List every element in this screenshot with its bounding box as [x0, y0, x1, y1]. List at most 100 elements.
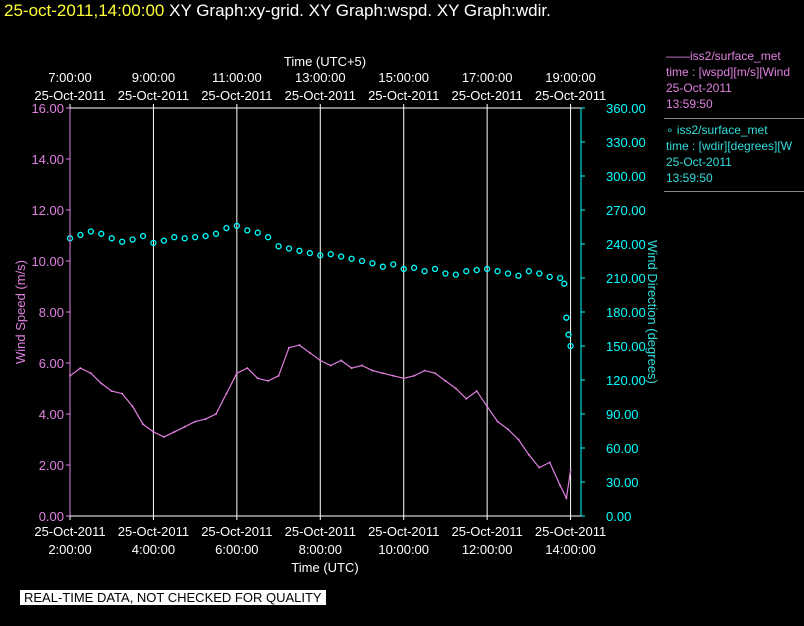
wspd-point [162, 435, 165, 438]
wspd-point [340, 359, 343, 362]
wspd-point [194, 420, 197, 423]
x-tick-label-top-time: 7:00:00 [48, 70, 91, 85]
x-tick-label-bottom-time: 10:00:00 [378, 542, 429, 557]
wdir-point [452, 271, 460, 278]
wdir-point [212, 230, 220, 237]
x-tick-label-bottom-time: 6:00:00 [215, 542, 258, 557]
wdir-point [494, 268, 501, 275]
wdir-point [561, 280, 568, 287]
wspd-point [142, 423, 144, 426]
wspd-point [454, 387, 457, 390]
wspd-point [381, 372, 384, 375]
wdir-point [181, 235, 188, 242]
wspd-point [173, 430, 176, 433]
wdir-point [390, 261, 397, 268]
x-tick-label-bottom-date: 25-Oct-2011 [285, 524, 356, 539]
x-tick-label-top-date: 25-Oct-2011 [201, 88, 272, 103]
y-tick-label-right: 240.00 [606, 237, 646, 252]
wdir-point [442, 270, 449, 277]
y-tick-label-left: 4.00 [39, 407, 64, 422]
x-tick-label-top-date: 25-Oct-2011 [368, 88, 439, 103]
y-tick-label-right: 0.00 [606, 509, 631, 524]
x-tick-label-bottom-date: 25-Oct-2011 [368, 524, 439, 539]
wdir-point [358, 257, 366, 265]
wspd-point [565, 497, 568, 500]
wspd-point [413, 374, 416, 377]
wdir-point [563, 314, 570, 321]
x-tick-label-bottom-time: 8:00:00 [299, 542, 342, 557]
x-tick-label-top-date: 25-Oct-2011 [285, 88, 356, 103]
wdir-point [275, 243, 282, 250]
wdir-point [546, 273, 553, 281]
wdir-point [483, 265, 491, 273]
wspd-point [298, 344, 301, 347]
y-tick-label-left: 14.00 [31, 152, 64, 167]
wspd-point [215, 413, 217, 415]
x-tick-label-top-date: 25-Oct-2011 [451, 88, 522, 103]
wspd-point [496, 420, 499, 423]
wdir-point [525, 268, 533, 275]
wspd-point [475, 390, 478, 393]
wspd-point [434, 372, 436, 375]
y-tick-label-right: 180.00 [606, 305, 646, 320]
wdir-point [421, 268, 428, 275]
wdir-point [369, 260, 376, 267]
axis-layer: 0.00 2.00 4.00 6.00 8.00 10.00 12.00 14.00 16.00… [31, 70, 645, 557]
wdir-point [379, 263, 387, 270]
wdir-point [191, 234, 199, 241]
wspd-point [527, 453, 530, 456]
wspd-point [548, 461, 551, 464]
wspd-point [350, 367, 353, 370]
wspd-point [256, 377, 259, 380]
x-tick-label-top-time: 11:00:00 [212, 70, 262, 85]
x-tick-label-bottom-date: 25-Oct-2011 [451, 524, 522, 539]
x-tick-label-top-date: 25-Oct-2011 [118, 88, 189, 103]
wspd-point [569, 469, 572, 472]
y-tick-label-right: 300.00 [606, 169, 646, 184]
wspd-point [277, 374, 280, 377]
wspd-point [152, 430, 155, 433]
x-tick-label-top-time: 17:00:00 [462, 70, 513, 85]
wspd-point [110, 390, 113, 393]
y-axis-title-right: Wind Direction (degrees) [645, 240, 660, 384]
y-tick-label-right: 210.00 [606, 271, 646, 286]
y-tick-label-left: 6.00 [39, 356, 64, 371]
wspd-point [517, 438, 520, 441]
wspd-point [507, 428, 509, 431]
y-tick-label-right: 360.00 [606, 101, 646, 116]
y-tick-label-left: 8.00 [39, 305, 64, 320]
x-tick-label-bottom-time: 14:00:00 [545, 542, 596, 557]
x-tick-label-bottom-time: 4:00:00 [132, 542, 175, 557]
x-axis-title-top: Time (UTC+5) [284, 54, 366, 69]
wdir-point [536, 270, 543, 277]
y-axis-title-left: Wind Speed (m/s) [13, 260, 28, 364]
title-timestamp: 25-oct-2011,14:00:00 [4, 1, 165, 20]
wspd-point [361, 364, 363, 367]
y-tick-label-right: 120.00 [606, 373, 646, 388]
wspd-point [246, 367, 249, 370]
y-tick-label-right: 270.00 [606, 203, 646, 218]
wdir-point [556, 274, 564, 282]
wspd-point [444, 379, 447, 382]
wdir-point [296, 247, 303, 254]
wdir-point [202, 232, 209, 240]
x-tick-label-bottom-date: 25-Oct-2011 [34, 524, 105, 539]
wdir-point [337, 253, 345, 260]
legend-wspd-source: ——iss2/surface_met [666, 49, 781, 63]
legend-wdir-time: 13:59:50 [666, 171, 713, 185]
wdir-point [285, 245, 293, 252]
wspd-point [204, 418, 207, 421]
wspd-series-line [69, 344, 572, 501]
wspd-point [235, 372, 238, 375]
wdir-point [77, 231, 84, 239]
y-tick-label-right: 330.00 [606, 135, 646, 150]
legend-wspd-date: 25-Oct-2011 [666, 81, 732, 95]
wspd-point [465, 397, 468, 400]
wspd-point [308, 351, 311, 354]
wspd-point [423, 369, 426, 372]
x-axis-title-bottom: Time (UTC) [291, 560, 358, 575]
wdir-point [515, 272, 522, 279]
grid-layer [152, 108, 572, 516]
x-tick-label-top-date: 25-Oct-2011 [34, 88, 105, 103]
